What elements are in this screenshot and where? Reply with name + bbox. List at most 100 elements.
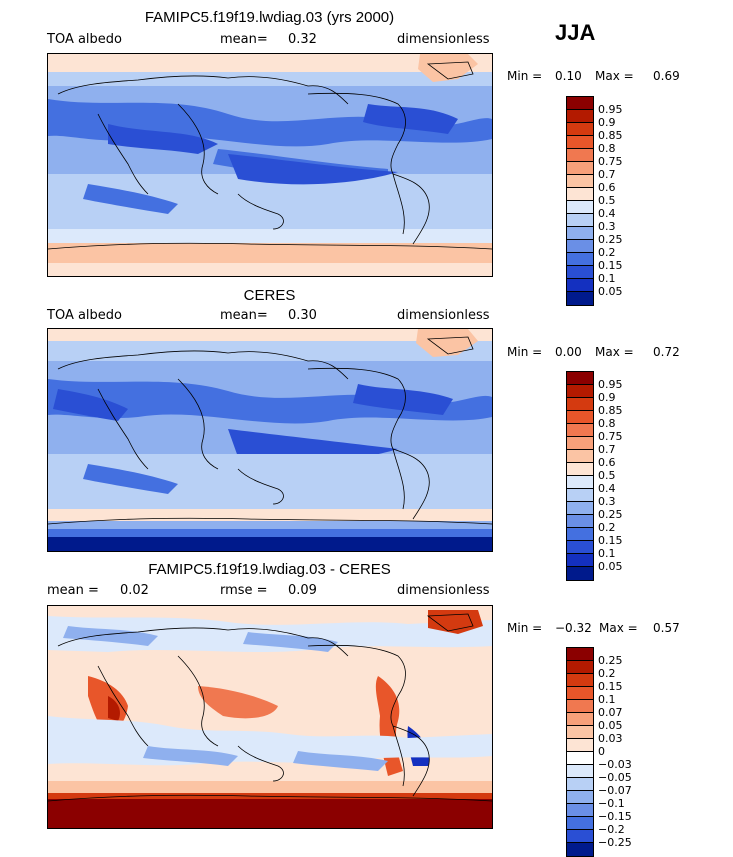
panel2-map — [47, 328, 493, 552]
panel1-colorbar-swatch — [567, 214, 593, 227]
panel3-colorbar-swatch — [567, 830, 593, 843]
panel1-colorbar-tick-label: 0.15 — [598, 259, 623, 272]
panel1-colorbar-tick-label: 0.95 — [598, 103, 623, 116]
panel1-colorbar-swatch — [567, 292, 593, 305]
panel1-colorbar-tick-label: 0.75 — [598, 155, 623, 168]
panel1-colorbar — [566, 96, 594, 306]
panel3-colorbar — [566, 647, 594, 857]
panel2-colorbar-swatch — [567, 528, 593, 541]
panel1-mean-value: 0.32 — [288, 32, 317, 47]
panel3-mean-label: mean = — [47, 583, 99, 598]
panel2-max-label: Max = — [595, 345, 634, 359]
panel2-mean-label: mean= — [220, 308, 268, 323]
panel2-units: dimensionless — [397, 308, 490, 323]
panel1-colorbar-tick-label: 0.5 — [598, 194, 616, 207]
panel3-min-label: Min = — [507, 621, 543, 635]
panel1-mean-label: mean= — [220, 32, 268, 47]
panel2-colorbar-tick-label: 0.8 — [598, 417, 616, 430]
panel3-colorbar-tick-label: −0.2 — [598, 823, 625, 836]
panel1-colorbar-swatch — [567, 253, 593, 266]
panel3-colorbar-swatch — [567, 817, 593, 830]
panel1-colorbar-swatch — [567, 279, 593, 292]
panel2-colorbar-swatch — [567, 476, 593, 489]
panel2-variable-label: TOA albedo — [47, 308, 123, 323]
panel3-colorbar-swatch — [567, 687, 593, 700]
panel1-map — [47, 53, 493, 277]
panel1-colorbar-tick-label: 0.25 — [598, 233, 623, 246]
panel3-colorbar-tick-label: 0.1 — [598, 693, 616, 706]
panel3-colorbar-swatch — [567, 778, 593, 791]
season-label: JJA — [555, 20, 596, 45]
panel1-colorbar-tick-label: 0.1 — [598, 272, 616, 285]
panel3-colorbar-tick-label: −0.07 — [598, 784, 632, 797]
panel1-colorbar-swatch — [567, 175, 593, 188]
panel2-colorbar-swatch — [567, 424, 593, 437]
panel2-colorbar-swatch — [567, 554, 593, 567]
panel1-min-label: Min = — [507, 69, 543, 83]
panel3-units: dimensionless — [397, 583, 490, 598]
panel1-min-value: 0.10 — [555, 69, 582, 83]
panel3-colorbar-tick-label: 0.03 — [598, 732, 623, 745]
panel1-variable-label: TOA albedo — [47, 32, 123, 47]
panel3-colorbar-tick-label: 0.2 — [598, 667, 616, 680]
panel1-colorbar-tick-label: 0.7 — [598, 168, 616, 181]
panel1-colorbar-tick-label: 0.3 — [598, 220, 616, 233]
panel1-colorbar-swatch — [567, 227, 593, 240]
panel3-colorbar-swatch — [567, 674, 593, 687]
panel3-rmse-label: rmse = — [220, 583, 268, 598]
panel3-colorbar-tick-label: 0.25 — [598, 654, 623, 667]
panel1-colorbar-tick-label: 0.05 — [598, 285, 623, 298]
panel2-max-value: 0.72 — [653, 345, 680, 359]
panel2-colorbar-tick-label: 0.5 — [598, 469, 616, 482]
panel3-colorbar-tick-label: −0.03 — [598, 758, 632, 771]
panel3-colorbar-swatch — [567, 765, 593, 778]
panel2-colorbar-tick-label: 0.05 — [598, 560, 623, 573]
panel2-title: CERES — [243, 287, 296, 304]
panel2-colorbar-tick-label: 0.7 — [598, 443, 616, 456]
panel1-colorbar-swatch — [567, 110, 593, 123]
panel1-units: dimensionless — [397, 32, 490, 47]
panel1-colorbar-tick-label: 0.8 — [598, 142, 616, 155]
panel2-colorbar-swatch — [567, 502, 593, 515]
panel3-colorbar-swatch — [567, 739, 593, 752]
panel1-colorbar-swatch — [567, 149, 593, 162]
panel3-colorbar-swatch — [567, 713, 593, 726]
panel2-colorbar-tick-label: 0.4 — [598, 482, 616, 495]
panel1-colorbar-swatch — [567, 136, 593, 149]
panel2-colorbar-tick-label: 0.85 — [598, 404, 623, 417]
panel1-max-label: Max = — [595, 69, 634, 83]
panel3-colorbar-tick-label: −0.05 — [598, 771, 632, 784]
panel3-mean-value: 0.02 — [120, 583, 149, 598]
panel2-colorbar-tick-label: 0.3 — [598, 495, 616, 508]
panel3-max-label: Max = — [599, 621, 638, 635]
panel2-colorbar-tick-label: 0.25 — [598, 508, 623, 521]
panel3-colorbar-swatch — [567, 726, 593, 739]
panel2-colorbar-tick-label: 0.1 — [598, 547, 616, 560]
panel1-colorbar-swatch — [567, 201, 593, 214]
panel2-colorbar-swatch — [567, 541, 593, 554]
panel3-colorbar-swatch — [567, 843, 593, 856]
panel3-map — [47, 605, 493, 829]
panel1-colorbar-swatch — [567, 97, 593, 110]
panel3-colorbar-swatch — [567, 648, 593, 661]
panel2-colorbar-tick-label: 0.6 — [598, 456, 616, 469]
panel1-colorbar-tick-label: 0.85 — [598, 129, 623, 142]
panel2-colorbar-swatch — [567, 450, 593, 463]
panel3-colorbar-tick-label: 0 — [598, 745, 605, 758]
panel2-colorbar-tick-label: 0.9 — [598, 391, 616, 404]
panel1-colorbar-swatch — [567, 240, 593, 253]
panel1-title: FAMIPC5.f19f19.lwdiag.03 (yrs 2000) — [144, 9, 395, 26]
panel2-colorbar-swatch — [567, 437, 593, 450]
panel2-colorbar-swatch — [567, 372, 593, 385]
panel2-colorbar-swatch — [567, 515, 593, 528]
panel3-max-value: 0.57 — [653, 621, 680, 635]
panel2-colorbar-tick-label: 0.2 — [598, 521, 616, 534]
panel2-min-value: 0.00 — [555, 345, 582, 359]
panel3-colorbar-tick-label: 0.15 — [598, 680, 623, 693]
panel3-min-value: −0.32 — [555, 621, 592, 635]
panel1-colorbar-tick-label: 0.2 — [598, 246, 616, 259]
panel2-colorbar-swatch — [567, 463, 593, 476]
panel2-colorbar-swatch — [567, 385, 593, 398]
panel2-colorbar-swatch — [567, 411, 593, 424]
panel3-title: FAMIPC5.f19f19.lwdiag.03 - CERES — [148, 561, 391, 578]
